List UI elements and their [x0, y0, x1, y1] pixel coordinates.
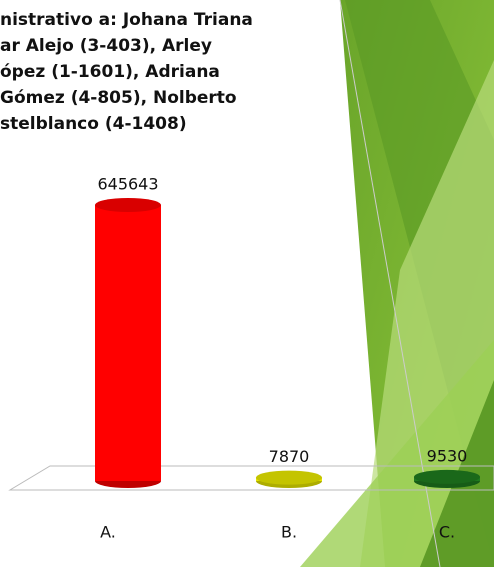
title-line: Gómez (4-805), Nolberto	[0, 88, 237, 108]
value-label: 9530	[427, 446, 468, 465]
value-label: 7870	[269, 447, 310, 466]
title-line: ar Alejo (3-403), Arley	[0, 36, 212, 56]
x-tick-label: B.	[281, 523, 297, 542]
title-line: ópez (1-1601), Adriana	[0, 62, 220, 82]
bar-top	[95, 198, 161, 212]
x-tick-label: C.	[439, 523, 455, 542]
bar-top	[414, 469, 480, 484]
title-line: nistrativo a: Johana Triana	[0, 10, 253, 30]
title-line: stelblanco (4-1408)	[0, 114, 187, 134]
bar-top	[256, 470, 322, 485]
floor	[8, 465, 494, 491]
value-label: 645643	[97, 175, 158, 194]
background-shapes	[300, 0, 494, 567]
x-tick-label: A.	[100, 523, 116, 542]
bar-body	[95, 205, 161, 481]
